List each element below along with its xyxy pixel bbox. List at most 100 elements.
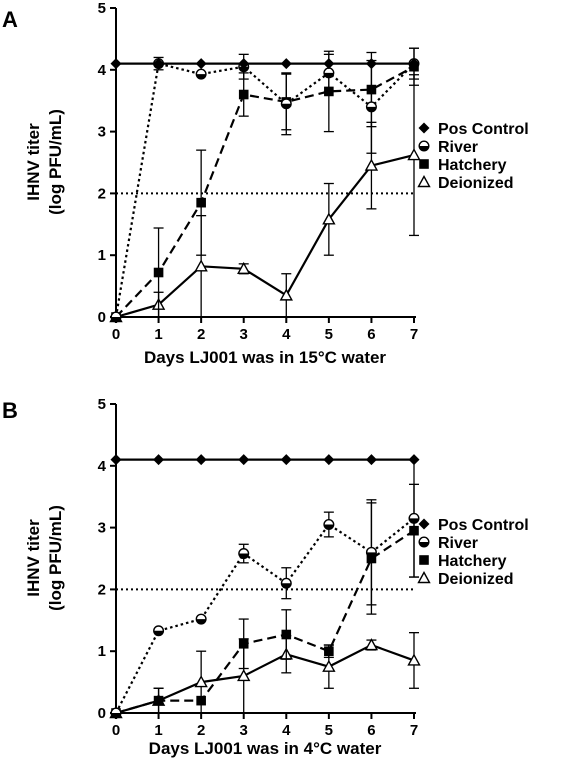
x-axis-title: Days LJ001 was in 4°C water	[149, 739, 382, 758]
y-tick-label: 3	[98, 124, 106, 141]
data-point	[237, 668, 251, 682]
y-axis-title-line2: (log PFU/mL)	[46, 109, 65, 215]
series-pos-control	[110, 58, 420, 70]
data-point	[238, 454, 250, 466]
legend-label: River	[438, 139, 478, 156]
series-line	[115, 65, 415, 318]
x-tick-label: 6	[367, 326, 375, 343]
data-point	[323, 58, 335, 70]
data-point	[110, 58, 122, 70]
data-point	[364, 158, 379, 171]
legend-marker	[417, 571, 431, 584]
data-point	[408, 454, 420, 466]
legend-marker	[418, 122, 430, 134]
series-line	[115, 517, 415, 714]
legend-marker	[417, 175, 431, 188]
legend-label: Hatchery	[438, 553, 507, 570]
legend-marker-half	[419, 146, 429, 151]
series-line	[115, 154, 415, 319]
legend-label: Deionized	[438, 175, 514, 192]
y-tick-label: 1	[98, 643, 106, 660]
x-tick-label: 1	[154, 722, 162, 739]
series-river	[110, 458, 420, 719]
data-point	[195, 454, 207, 466]
y-tick-label: 1	[98, 247, 106, 264]
data-point	[194, 675, 208, 688]
x-tick-label: 7	[410, 722, 418, 739]
data-point	[153, 454, 165, 466]
chart-panel-a: A 0 1 2 3 4 5 0 1 2 3 4 5 6 7 Days LJ001 was in 15°C wa…	[2, 0, 529, 367]
data-point	[280, 454, 292, 466]
x-tick-label: 0	[112, 326, 120, 343]
data-point	[322, 212, 336, 225]
data-point	[407, 148, 421, 161]
legend-marker-half	[419, 542, 429, 547]
y-tick-label: 5	[98, 396, 106, 413]
y-axis-title-line1: IHNV titer	[24, 123, 43, 201]
data-point	[279, 288, 293, 301]
data-point	[153, 267, 164, 278]
data-point	[238, 58, 250, 70]
data-point	[365, 58, 377, 70]
x-tick-label: 0	[112, 722, 120, 739]
legend-marker	[419, 159, 429, 169]
data-point	[408, 58, 420, 70]
data-point-half	[366, 106, 377, 112]
data-point	[153, 58, 165, 70]
y-tick-label: 2	[98, 581, 106, 598]
panel-label: B	[2, 398, 18, 423]
x-tick-label: 4	[282, 722, 291, 739]
legend-marker	[419, 555, 429, 565]
y-tick-label: 4	[98, 62, 107, 79]
y-tick-label: 4	[98, 458, 107, 475]
x-axis-title: Days LJ001 was in 15°C water	[144, 348, 386, 367]
data-point	[280, 58, 292, 70]
y-tick-label: 0	[98, 705, 106, 722]
y-tick-label: 5	[98, 0, 106, 17]
data-point-half	[238, 553, 249, 559]
legend-label: Pos Control	[438, 517, 529, 534]
legend-label: River	[438, 535, 478, 552]
series-hatchery	[111, 47, 419, 322]
data-point	[237, 261, 251, 274]
data-point-half	[281, 583, 292, 589]
data-point	[323, 454, 335, 466]
data-point	[281, 629, 292, 640]
data-point-half	[281, 103, 292, 109]
data-point	[322, 659, 336, 672]
x-tick-label: 5	[325, 326, 333, 343]
x-tick-label: 3	[240, 722, 248, 739]
series-hatchery	[111, 483, 419, 718]
data-point	[153, 695, 164, 706]
y-axis-title-line2: (log PFU/mL)	[46, 505, 65, 611]
series-line	[114, 62, 415, 318]
data-point	[110, 454, 122, 466]
x-tick-label: 6	[367, 722, 375, 739]
data-point-half	[153, 630, 164, 636]
series-line	[115, 643, 415, 715]
series-pos-control	[110, 454, 420, 466]
x-tick-label: 7	[410, 326, 418, 343]
data-point-half	[196, 74, 206, 79]
data-point-half	[111, 317, 121, 322]
data-point-half	[196, 619, 206, 624]
data-point	[194, 259, 208, 272]
data-point-half	[111, 713, 121, 718]
x-tick-label: 4	[282, 326, 291, 343]
data-point-half	[366, 552, 377, 558]
data-point	[364, 638, 379, 651]
data-point	[238, 89, 249, 100]
data-point	[324, 646, 334, 656]
y-axis-title-line1: IHNV titer	[24, 519, 43, 597]
y-tick-label: 2	[98, 185, 106, 202]
chart-panel-b: B 0 1 2 3 4 5 0 1 2 3 4 5 6 7 Days LJ001 was in 4°C wat…	[2, 396, 529, 758]
data-point	[196, 695, 206, 706]
legend-label: Hatchery	[438, 157, 507, 174]
y-tick-label: 3	[98, 520, 106, 537]
data-point-half	[409, 518, 419, 524]
data-point	[238, 638, 249, 649]
panel-label: A	[2, 7, 18, 32]
